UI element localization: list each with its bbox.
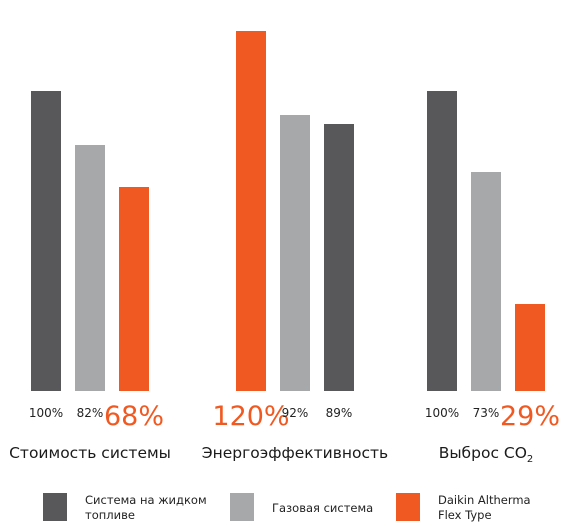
value-label-g3-s1: 100% — [425, 406, 459, 420]
legend-swatch-2 — [230, 493, 254, 521]
value-label-g1-s3: 68% — [104, 401, 164, 432]
legend-label-3-line1: Daikin Altherma — [438, 493, 531, 507]
value-label-g2-s2: 92% — [282, 406, 309, 420]
category-label-2: Энергоэффективность — [202, 444, 388, 462]
bar-g1-s3 — [119, 187, 149, 391]
bar-g3-s3 — [515, 304, 545, 391]
category-label-1: Стоимость системы — [9, 444, 171, 462]
bar-g1-s2 — [75, 145, 105, 391]
bar-g3-s1 — [427, 91, 457, 391]
bar-g1-s1 — [31, 91, 61, 391]
value-label-g3-s3: 29% — [500, 401, 560, 432]
legend-swatch-1 — [43, 493, 67, 521]
value-label-g3-s2: 73% — [473, 406, 500, 420]
legend-label-2: Газовая система — [272, 501, 373, 515]
value-label-g1-s1: 100% — [29, 406, 63, 420]
legend-label-1-line2: топливе — [85, 508, 135, 522]
legend-label-1-line1: Система на жидком — [85, 493, 207, 507]
value-label-g2-s3: 120% — [212, 401, 289, 432]
legend-label-3-line2: Flex Type — [438, 508, 492, 522]
value-label-g1-s2: 82% — [77, 406, 104, 420]
bar-g2-s3 — [236, 31, 266, 391]
bar-g2-s2 — [280, 115, 310, 391]
category-label-3: Выброс CO2 — [439, 444, 534, 465]
value-label-g2-s1: 89% — [326, 406, 353, 420]
bar-g2-s1 — [324, 124, 354, 391]
bar-g3-s2 — [471, 172, 501, 391]
legend-swatch-3 — [396, 493, 420, 521]
